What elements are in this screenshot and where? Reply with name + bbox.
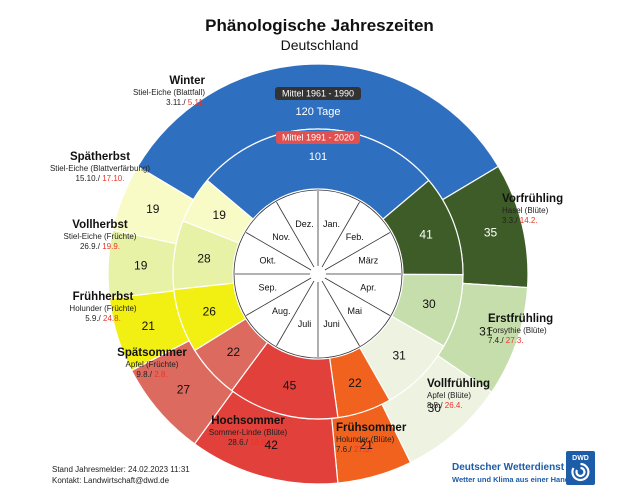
outer-value-3: 30 — [428, 401, 442, 415]
month-label: Juli — [298, 319, 312, 329]
inner-value-2: 30 — [422, 297, 436, 311]
outer-value-5: 42 — [265, 438, 279, 452]
brand-name: Deutscher Wetterdienst — [452, 462, 565, 473]
month-clock — [233, 189, 403, 359]
season-indicator: Forsythie (Blüte) — [488, 326, 547, 335]
month-label: März — [358, 256, 378, 266]
season-name: Vorfrühling — [502, 193, 563, 205]
month-label: Apr. — [360, 282, 376, 292]
season-indicator: Stiel-Eiche (Früchte) — [64, 232, 137, 241]
page-title: Phänologische Jahreszeiten — [205, 16, 434, 35]
season-indicator: Stiel-Eiche (Blattfall) — [133, 88, 205, 97]
inner-ring-badge — [276, 131, 360, 144]
logo-text: DWD — [572, 455, 589, 462]
season-dates: 7.6./ 27.5. — [336, 445, 372, 454]
month-label: Mai — [348, 306, 363, 316]
season-dates: 8.5./ 26.4. — [427, 401, 463, 410]
season-indicator: Apfel (Blüte) — [427, 391, 471, 400]
footer-status: Stand Jahresmelder: 24.02.2023 11:31 — [52, 465, 190, 474]
outer-ring-badge — [275, 87, 361, 100]
season-dates: 26.9./ 19.9. — [80, 242, 120, 251]
outer-value-6: 27 — [177, 383, 191, 397]
month-divider — [321, 280, 360, 347]
month-label: Jan. — [323, 219, 340, 229]
month-label: Okt. — [260, 256, 277, 266]
season-indicator: Stiel-Eiche (Blattverfärbung) — [50, 164, 150, 173]
inner-segment-0 — [206, 128, 430, 220]
season-indicator: Apfel (Früchte) — [126, 360, 179, 369]
season-dates: 15.10./ 17.10. — [76, 174, 125, 183]
dwd-logo-icon: DWD — [566, 451, 595, 485]
inner-value-4: 22 — [348, 376, 362, 390]
month-label: Feb. — [346, 232, 364, 242]
season-dates: 9.8./ 2.8. — [136, 370, 167, 379]
inner-value-7: 26 — [203, 304, 217, 318]
inner-value-3: 31 — [392, 348, 406, 362]
inner-value-9: 19 — [213, 208, 227, 222]
season-name: Frühherbst — [73, 291, 134, 303]
outer-value-4: 21 — [360, 438, 374, 452]
month-divider — [324, 277, 391, 316]
season-dates: 7.4./ 27.3. — [488, 336, 524, 345]
season-dates: 3.3./ 14.2. — [502, 216, 538, 225]
month-divider — [245, 232, 312, 271]
season-indicator: Hasel (Blüte) — [502, 206, 549, 215]
season-name: Spätherbst — [70, 151, 130, 163]
dwd-brand: Deutscher Wetterdienst Wetter und Klima … — [452, 462, 569, 484]
inner-value-1: 41 — [419, 228, 433, 242]
season-name: Frühsommer — [336, 422, 407, 434]
month-divider — [276, 280, 315, 347]
month-label: Nov. — [272, 232, 290, 242]
outer-value-2: 31 — [479, 325, 493, 339]
season-name: Vollfrühling — [427, 378, 490, 390]
outer-value-8: 19 — [134, 259, 148, 273]
outer-value-7: 21 — [142, 319, 156, 333]
season-dates: 3.11./ 5.11. — [166, 98, 205, 107]
month-label: Sep. — [259, 282, 278, 292]
inner-ring-label: Mittel 1991 - 2020 — [282, 133, 354, 143]
season-dates: 28.6./ 18.6. — [228, 438, 268, 447]
page-subtitle: Deutschland — [280, 37, 359, 53]
season-indicator: Sommer-Linde (Blüte) — [209, 428, 288, 437]
outer-value-9: 19 — [146, 202, 160, 216]
outer-ring-label: Mittel 1961 - 1990 — [282, 89, 354, 99]
brand-tagline: Wetter und Klima aus einer Hand — [452, 475, 570, 484]
month-label: Dez. — [295, 219, 314, 229]
footer-contact: Kontakt: Landwirtschaft@dwd.de — [52, 476, 170, 485]
season-name: Spätsommer — [117, 347, 187, 359]
inner-value-8: 28 — [197, 252, 211, 266]
month-divider — [324, 232, 391, 271]
outer-value-1: 35 — [484, 225, 498, 239]
season-name: Erstfrühling — [488, 313, 553, 325]
month-divider — [276, 201, 315, 268]
inner-segment-9 — [182, 179, 254, 244]
season-dates: 5.9./ 24.8. — [85, 314, 121, 323]
season-indicator: Holunder (Blüte) — [336, 435, 395, 444]
month-divider — [321, 201, 360, 268]
inner-value-6: 22 — [227, 345, 241, 359]
month-label: Aug. — [272, 306, 291, 316]
season-indicator: Holunder (Früchte) — [69, 304, 136, 313]
season-name: Winter — [169, 75, 205, 87]
month-label: Juni — [323, 319, 340, 329]
season-name: Hochsommer — [211, 415, 285, 427]
month-divider — [245, 277, 312, 316]
inner-winter-value: 101 — [309, 151, 327, 163]
inner-value-5: 45 — [283, 378, 297, 392]
season-name: Vollherbst — [72, 219, 128, 231]
outer-winter-value: 120 Tage — [295, 106, 340, 118]
